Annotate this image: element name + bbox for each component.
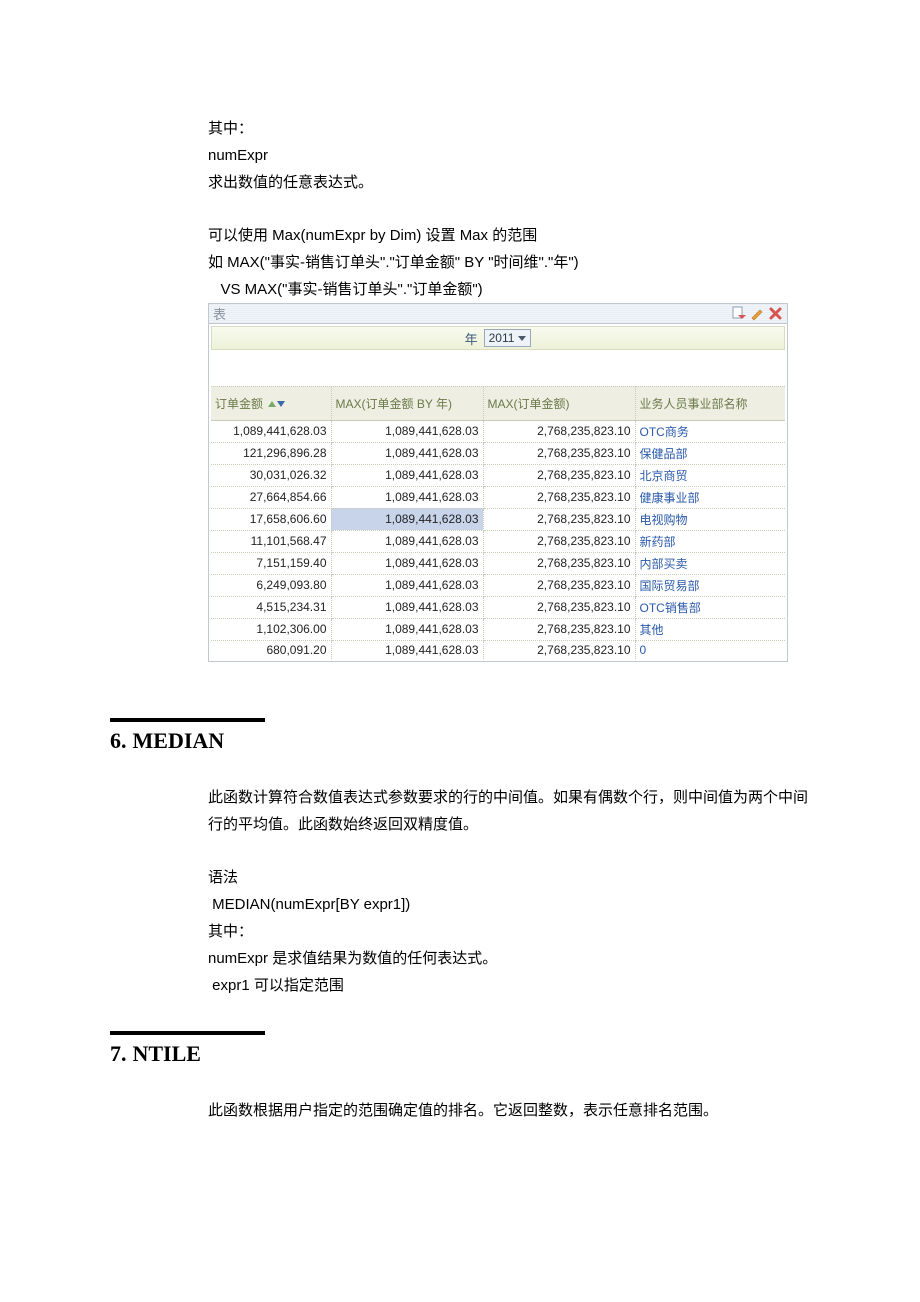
table-row: 1,102,306.001,089,441,628.032,768,235,82…: [211, 618, 785, 640]
filter-label: 年: [465, 329, 478, 348]
table-body: 1,089,441,628.031,089,441,628.032,768,23…: [211, 420, 785, 659]
cell-max-by-year: 1,089,441,628.03: [331, 508, 483, 530]
cell-max: 2,768,235,823.10: [483, 574, 635, 596]
cell-max: 2,768,235,823.10: [483, 530, 635, 552]
intro-line: 可以使用 Max(numExpr by Dim) 设置 Max 的范围: [208, 222, 810, 249]
cell-max: 2,768,235,823.10: [483, 552, 635, 574]
cell-dept[interactable]: 健康事业部: [635, 486, 785, 508]
cell-dept[interactable]: 0: [635, 640, 785, 659]
cell-max-by-year: 1,089,441,628.03: [331, 618, 483, 640]
para: MEDIAN(numExpr[BY expr1]): [208, 891, 810, 918]
table-header-row: 订单金额 MAX(订单金额 BY 年) MAX(订单金额) 业务人员事业部名称: [211, 386, 785, 420]
cell-max-by-year: 1,089,441,628.03: [331, 596, 483, 618]
cell-amount: 17,658,606.60: [211, 508, 331, 530]
cell-max-by-year: 1,089,441,628.03: [331, 420, 483, 442]
cell-max: 2,768,235,823.10: [483, 618, 635, 640]
para: 此函数计算符合数值表达式参数要求的行的中间值。如果有偶数个行，则中间值为两个中间…: [208, 784, 810, 838]
para: 其中：: [208, 918, 810, 945]
sort-icons: [268, 401, 285, 407]
section7-body: 此函数根据用户指定的范围确定值的排名。它返回整数，表示任意排名范围。: [208, 1097, 810, 1124]
table-title: 表: [213, 304, 226, 323]
edit-icon[interactable]: [749, 306, 765, 322]
cell-max-by-year: 1,089,441,628.03: [331, 640, 483, 659]
cell-amount: 121,296,896.28: [211, 442, 331, 464]
col-header-amount[interactable]: 订单金额: [211, 386, 331, 420]
cell-amount: 6,249,093.80: [211, 574, 331, 596]
sort-desc-icon[interactable]: [277, 401, 285, 407]
table-row: 11,101,568.471,089,441,628.032,768,235,8…: [211, 530, 785, 552]
cell-amount: 11,101,568.47: [211, 530, 331, 552]
table-panel: 表 年 2011: [208, 303, 788, 662]
cell-max-by-year: 1,089,441,628.03: [331, 486, 483, 508]
cell-max-by-year: 1,089,441,628.03: [331, 552, 483, 574]
cell-max: 2,768,235,823.10: [483, 420, 635, 442]
col-header-maxby[interactable]: MAX(订单金额 BY 年): [331, 386, 483, 420]
close-icon[interactable]: [767, 306, 783, 322]
section6-body: 此函数计算符合数值表达式参数要求的行的中间值。如果有偶数个行，则中间值为两个中间…: [208, 784, 810, 999]
chevron-down-icon: [518, 336, 526, 341]
cell-dept[interactable]: 其他: [635, 618, 785, 640]
cell-amount: 7,151,159.40: [211, 552, 331, 574]
cell-max-by-year: 1,089,441,628.03: [331, 574, 483, 596]
cell-amount: 30,031,026.32: [211, 464, 331, 486]
table-wrap: 订单金额 MAX(订单金额 BY 年) MAX(订单金额) 业务人员事业部名称 …: [209, 350, 787, 661]
cell-max: 2,768,235,823.10: [483, 508, 635, 530]
table-row: 680,091.201,089,441,628.032,768,235,823.…: [211, 640, 785, 659]
section-rule: [110, 1031, 265, 1035]
cell-dept[interactable]: OTC商务: [635, 420, 785, 442]
intro-block: 其中： numExpr 求出数值的任意表达式。 可以使用 Max(numExpr…: [208, 115, 810, 303]
section-heading-median: 6.MEDIAN: [110, 728, 810, 754]
export-icon[interactable]: [731, 306, 747, 322]
cell-max: 2,768,235,823.10: [483, 486, 635, 508]
intro-line: 如 MAX("事实-销售订单头"."订单金额" BY "时间维"."年"): [208, 249, 810, 276]
page: 其中： numExpr 求出数值的任意表达式。 可以使用 Max(numExpr…: [0, 0, 920, 1204]
data-table: 订单金额 MAX(订单金额 BY 年) MAX(订单金额) 业务人员事业部名称 …: [211, 352, 785, 659]
sort-asc-icon[interactable]: [268, 401, 276, 407]
col-header-dept[interactable]: 业务人员事业部名称: [635, 386, 785, 420]
intro-line: numExpr: [208, 142, 810, 169]
cell-dept[interactable]: 保健品部: [635, 442, 785, 464]
section-rule: [110, 718, 265, 722]
table-row: 27,664,854.661,089,441,628.032,768,235,8…: [211, 486, 785, 508]
cell-amount: 1,102,306.00: [211, 618, 331, 640]
para: 语法: [208, 864, 810, 891]
cell-amount: 27,664,854.66: [211, 486, 331, 508]
table-toolbar: [731, 306, 783, 322]
cell-max: 2,768,235,823.10: [483, 442, 635, 464]
col-header-max[interactable]: MAX(订单金额): [483, 386, 635, 420]
cell-dept[interactable]: 新药部: [635, 530, 785, 552]
para: expr1 可以指定范围: [208, 972, 810, 999]
section-heading-ntile: 7.NTILE: [110, 1041, 810, 1067]
cell-max: 2,768,235,823.10: [483, 596, 635, 618]
table-titlebar: 表: [209, 304, 787, 324]
filter-bar: 年 2011: [211, 326, 785, 350]
table-row: 7,151,159.401,089,441,628.032,768,235,82…: [211, 552, 785, 574]
intro-line: VS MAX("事实-销售订单头"."订单金额"): [208, 276, 810, 303]
table-row: 1,089,441,628.031,089,441,628.032,768,23…: [211, 420, 785, 442]
table-row: 4,515,234.311,089,441,628.032,768,235,82…: [211, 596, 785, 618]
cell-dept[interactable]: 国际贸易部: [635, 574, 785, 596]
cell-max: 2,768,235,823.10: [483, 640, 635, 659]
year-select[interactable]: 2011: [484, 329, 532, 347]
cell-dept[interactable]: OTC销售部: [635, 596, 785, 618]
para: numExpr 是求值结果为数值的任何表达式。: [208, 945, 810, 972]
cell-max: 2,768,235,823.10: [483, 464, 635, 486]
cell-amount: 4,515,234.31: [211, 596, 331, 618]
table-row: 17,658,606.601,089,441,628.032,768,235,8…: [211, 508, 785, 530]
cell-dept[interactable]: 内部买卖: [635, 552, 785, 574]
year-value: 2011: [489, 331, 515, 345]
cell-dept[interactable]: 电视购物: [635, 508, 785, 530]
cell-max-by-year: 1,089,441,628.03: [331, 442, 483, 464]
para: 此函数根据用户指定的范围确定值的排名。它返回整数，表示任意排名范围。: [208, 1097, 810, 1124]
table-row: 121,296,896.281,089,441,628.032,768,235,…: [211, 442, 785, 464]
table-row: 6,249,093.801,089,441,628.032,768,235,82…: [211, 574, 785, 596]
cell-amount: 680,091.20: [211, 640, 331, 659]
cell-max-by-year: 1,089,441,628.03: [331, 464, 483, 486]
intro-line: 其中：: [208, 115, 810, 142]
cell-dept[interactable]: 北京商贸: [635, 464, 785, 486]
table-row: 30,031,026.321,089,441,628.032,768,235,8…: [211, 464, 785, 486]
cell-amount: 1,089,441,628.03: [211, 420, 331, 442]
intro-line: 求出数值的任意表达式。: [208, 169, 810, 196]
cell-max-by-year: 1,089,441,628.03: [331, 530, 483, 552]
